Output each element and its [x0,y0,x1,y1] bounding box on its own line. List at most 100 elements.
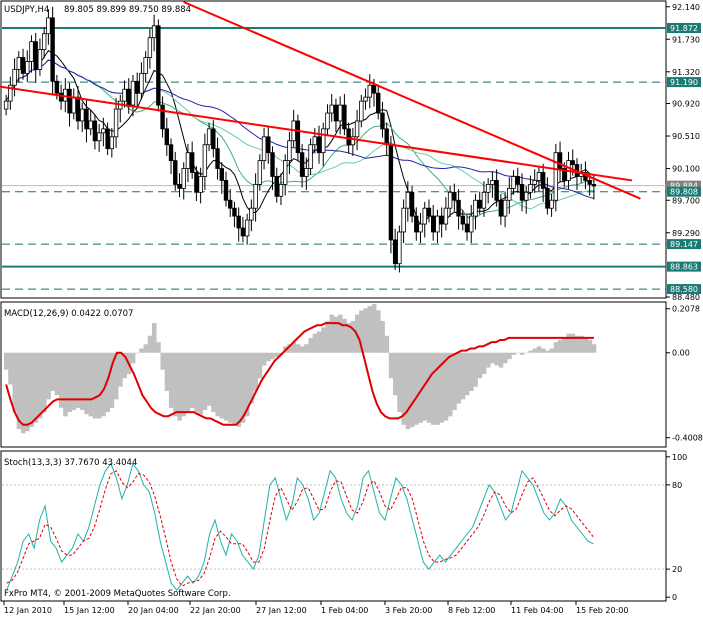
price-tick-label: 90.100 [672,165,700,174]
candle [316,125,322,164]
macd-histogram-bar [135,352,140,354]
candle-body [143,57,148,74]
macd-histogram-bar [206,352,212,406]
candle [363,88,368,110]
time-axis: 12 Jan 2010 15 Jan 12:00 20 Jan 04:00 22 Ja… [3,601,628,615]
candle [80,102,85,133]
macd-histogram-bar [223,352,229,421]
candle-body [321,128,326,154]
candle [464,215,470,241]
candle-body [232,207,237,217]
candle [25,50,30,83]
candle-body [536,172,542,181]
candle-body [570,160,575,165]
macd-histogram-bar [156,342,161,353]
trend-line-1 [183,1,641,200]
macd-histogram-bar [460,352,466,400]
macd-histogram-bar [371,304,377,353]
candle-body [211,128,216,150]
candle-body [253,183,258,209]
macd-histogram-bar [574,335,580,353]
candle [189,141,195,179]
candle-body [562,168,567,181]
candle [194,166,199,202]
candle [477,191,482,215]
candle [515,167,520,194]
candle-body [147,37,153,58]
price-tick-label: 91.320 [672,68,700,77]
macd-histogram-bar [448,352,453,417]
price-tick-label: 89.700 [672,196,700,205]
candle [101,117,106,147]
candle-body [156,25,161,106]
candle-body [443,207,449,225]
candle-body [84,108,89,130]
time-tick-label: 27 Jan 12:00 [256,606,307,615]
candle-body [299,152,305,177]
candle-body [464,223,470,233]
candle [549,193,554,217]
macd-histogram-bar [494,352,500,366]
level-tag-bg [667,239,701,250]
candle [147,28,153,69]
macd-histogram-bar [84,352,89,415]
time-tick-label: 1 Feb 04:00 [321,606,368,615]
candle [122,80,127,108]
candle [37,38,43,76]
macd-histogram-bar [338,314,343,353]
candle [376,84,381,120]
candle [540,163,546,202]
macd-histogram-bar [393,352,398,396]
macd-histogram-bar [524,352,529,354]
candle-body [371,84,377,94]
candle-body [490,180,495,185]
candle [75,86,81,130]
macd-histogram-bar [164,352,170,391]
candle [33,32,38,83]
macd-histogram-bar [185,352,191,413]
candle [342,93,347,136]
candle [367,74,372,109]
macd-histogram-bar [541,348,546,353]
candle [308,138,313,175]
macd-histogram-bar [194,352,199,413]
candle-body [189,152,195,173]
candle [105,122,110,156]
price-tick-label: 91.730 [672,35,700,44]
candle-body [405,191,411,209]
macd-histogram-bar [270,352,275,360]
candle-body [287,140,292,162]
candle [130,74,136,117]
macd-histogram-bar [507,352,512,360]
candle-body [414,215,419,233]
candle-body [591,183,597,187]
stoch-tick-label: 100 [672,453,687,462]
candle-body [418,223,423,233]
candle-body [540,172,546,189]
macd-histogram-bar [456,352,461,404]
macd-histogram-bar [101,352,106,417]
candle-body [367,84,372,98]
macd-histogram-bar [253,352,259,391]
candle-body [139,72,144,94]
time-tick-label: 15 Feb 20:00 [576,606,628,615]
candle [536,166,542,192]
candle [447,185,453,217]
candle [50,6,55,95]
candle [257,154,263,191]
candle-body [75,96,81,122]
macd-histogram-bar [443,352,449,421]
macd-histogram-bar [426,352,432,423]
candle-body [342,104,347,130]
level-tag-bg [667,284,701,295]
candle [177,173,182,198]
candle [16,51,21,83]
price-tick-label: 88.480 [672,293,700,302]
candle [198,167,203,204]
candle-body [223,180,229,201]
candle-body [557,152,563,169]
macd-histogram-bar [198,352,204,415]
candle-body [3,100,9,110]
candle-body [532,180,537,185]
